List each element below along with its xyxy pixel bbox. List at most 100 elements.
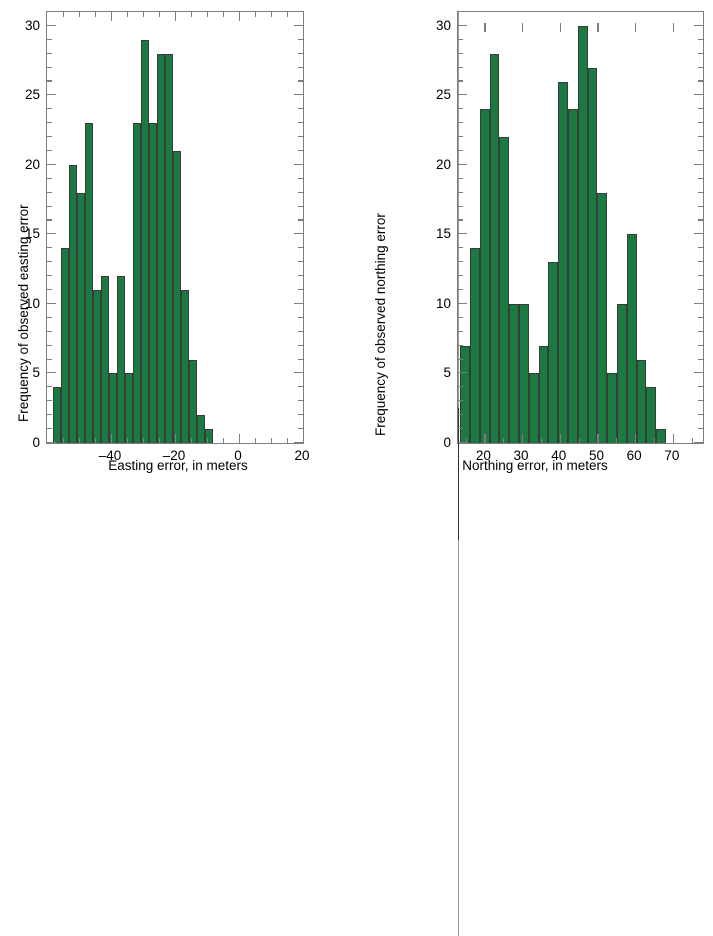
x-minor-tick-top: [127, 12, 129, 17]
y-major-tick: [458, 94, 467, 96]
y-minor-tick: [458, 275, 463, 277]
y-minor-tick: [698, 261, 703, 263]
top-ruler-tick: [458, 397, 459, 408]
y-minor-tick: [698, 247, 703, 249]
y-major-tick: [694, 94, 703, 96]
y-minor-tick: [298, 275, 303, 277]
top-ruler-tick: [458, 155, 459, 166]
histogram-bar: [626, 234, 637, 443]
y-minor-tick: [47, 52, 52, 54]
easting-y-axis-title: Frequency of observed easting error: [16, 204, 31, 422]
y-tick-label: 10: [435, 295, 451, 311]
top-ruler-tick: [458, 177, 459, 188]
top-ruler-tick: [458, 727, 459, 738]
histogram-bar: [85, 123, 94, 443]
histogram-bar: [597, 192, 608, 443]
top-ruler-tick: [458, 463, 459, 474]
x-minor-tick: [191, 438, 193, 443]
x-minor-tick: [540, 438, 543, 443]
x-major-tick: [522, 434, 524, 443]
x-minor-tick: [691, 438, 693, 443]
y-minor-tick: [458, 10, 463, 12]
y-minor-tick: [47, 10, 52, 12]
top-ruler-tick: [458, 364, 459, 375]
histogram-bar: [133, 123, 142, 443]
y-minor-tick: [47, 247, 52, 249]
histogram-bar: [617, 303, 627, 443]
y-minor-tick: [698, 80, 703, 82]
histogram-bar: [117, 276, 126, 443]
y-minor-tick: [298, 358, 303, 360]
y-major-tick: [458, 372, 467, 374]
top-ruler-tick: [458, 320, 459, 331]
histogram-bar: [499, 137, 510, 443]
x-minor-tick: [503, 438, 505, 443]
y-minor-tick: [47, 177, 52, 179]
y-major-tick: [694, 163, 703, 165]
top-ruler-tick: [458, 694, 459, 705]
top-ruler-tick: [458, 265, 459, 276]
top-ruler-tick: [458, 210, 459, 221]
y-minor-tick: [298, 205, 303, 207]
top-ruler-tick: [458, 749, 459, 760]
y-minor-tick: [698, 177, 703, 179]
histogram-bar: [181, 290, 190, 443]
x-major-tick-top: [559, 23, 562, 32]
y-major-tick: [458, 441, 467, 443]
x-major-tick: [239, 434, 241, 443]
histogram-bar: [101, 276, 110, 443]
top-ruler-tick: [458, 870, 459, 881]
x-minor-tick: [79, 438, 81, 443]
top-ruler-tick: [458, 672, 459, 683]
y-minor-tick: [47, 261, 52, 263]
top-ruler-tick: [458, 848, 459, 859]
y-minor-tick: [47, 358, 52, 360]
x-minor-tick-top: [255, 12, 257, 17]
top-ruler-tick: [458, 386, 459, 397]
x-minor-tick: [287, 438, 289, 443]
top-ruler-tick: [458, 309, 459, 320]
y-minor-tick: [698, 10, 703, 12]
y-major-tick: [694, 372, 703, 374]
top-ruler-tick: [458, 892, 459, 903]
top-ruler-tick: [458, 507, 459, 518]
top-ruler-tick: [458, 837, 459, 848]
y-minor-tick: [698, 52, 703, 54]
top-ruler-tick: [458, 100, 459, 111]
y-major-tick: [294, 441, 303, 443]
top-ruler-tick: [458, 815, 459, 826]
top-ruler-tick: [458, 771, 459, 782]
northing-histogram-panel: 0 5 10 15 20 25 30 20 30 40 50 60 70 Northing error…: [357, 0, 713, 936]
histogram-bar: [489, 53, 500, 443]
x-tick-label: 0: [234, 448, 242, 463]
histogram-bar: [656, 429, 667, 443]
y-minor-tick: [298, 219, 303, 221]
y-minor-tick: [47, 330, 52, 332]
x-major-tick-top: [111, 12, 113, 21]
y-minor-tick: [698, 108, 703, 110]
y-minor-tick: [698, 386, 703, 388]
x-minor-tick: [143, 438, 145, 443]
top-ruler-tick: [458, 111, 459, 122]
top-ruler-tick: [458, 551, 459, 562]
northing-x-axis-title: Northing error, in meters: [462, 458, 608, 473]
top-ruler-tick: [458, 342, 459, 353]
top-ruler-tick: [458, 881, 459, 892]
y-major-tick: [294, 233, 303, 235]
y-tick-label: 0: [32, 435, 40, 450]
x-tick-label: 20: [294, 448, 310, 463]
top-ruler-tick: [458, 408, 459, 419]
histogram-bar: [61, 248, 70, 443]
y-minor-tick: [698, 428, 703, 430]
top-ruler-tick: [458, 617, 459, 628]
y-major-tick: [294, 24, 303, 26]
y-minor-tick: [47, 414, 52, 416]
y-minor-tick: [298, 80, 303, 82]
y-minor-tick: [458, 122, 463, 124]
top-ruler-tick: [458, 826, 459, 837]
x-minor-tick: [616, 438, 618, 443]
x-major-tick-top: [484, 23, 486, 32]
top-ruler-tick: [458, 441, 459, 452]
y-tick-label: 25: [435, 87, 451, 103]
y-major-tick: [458, 24, 467, 26]
